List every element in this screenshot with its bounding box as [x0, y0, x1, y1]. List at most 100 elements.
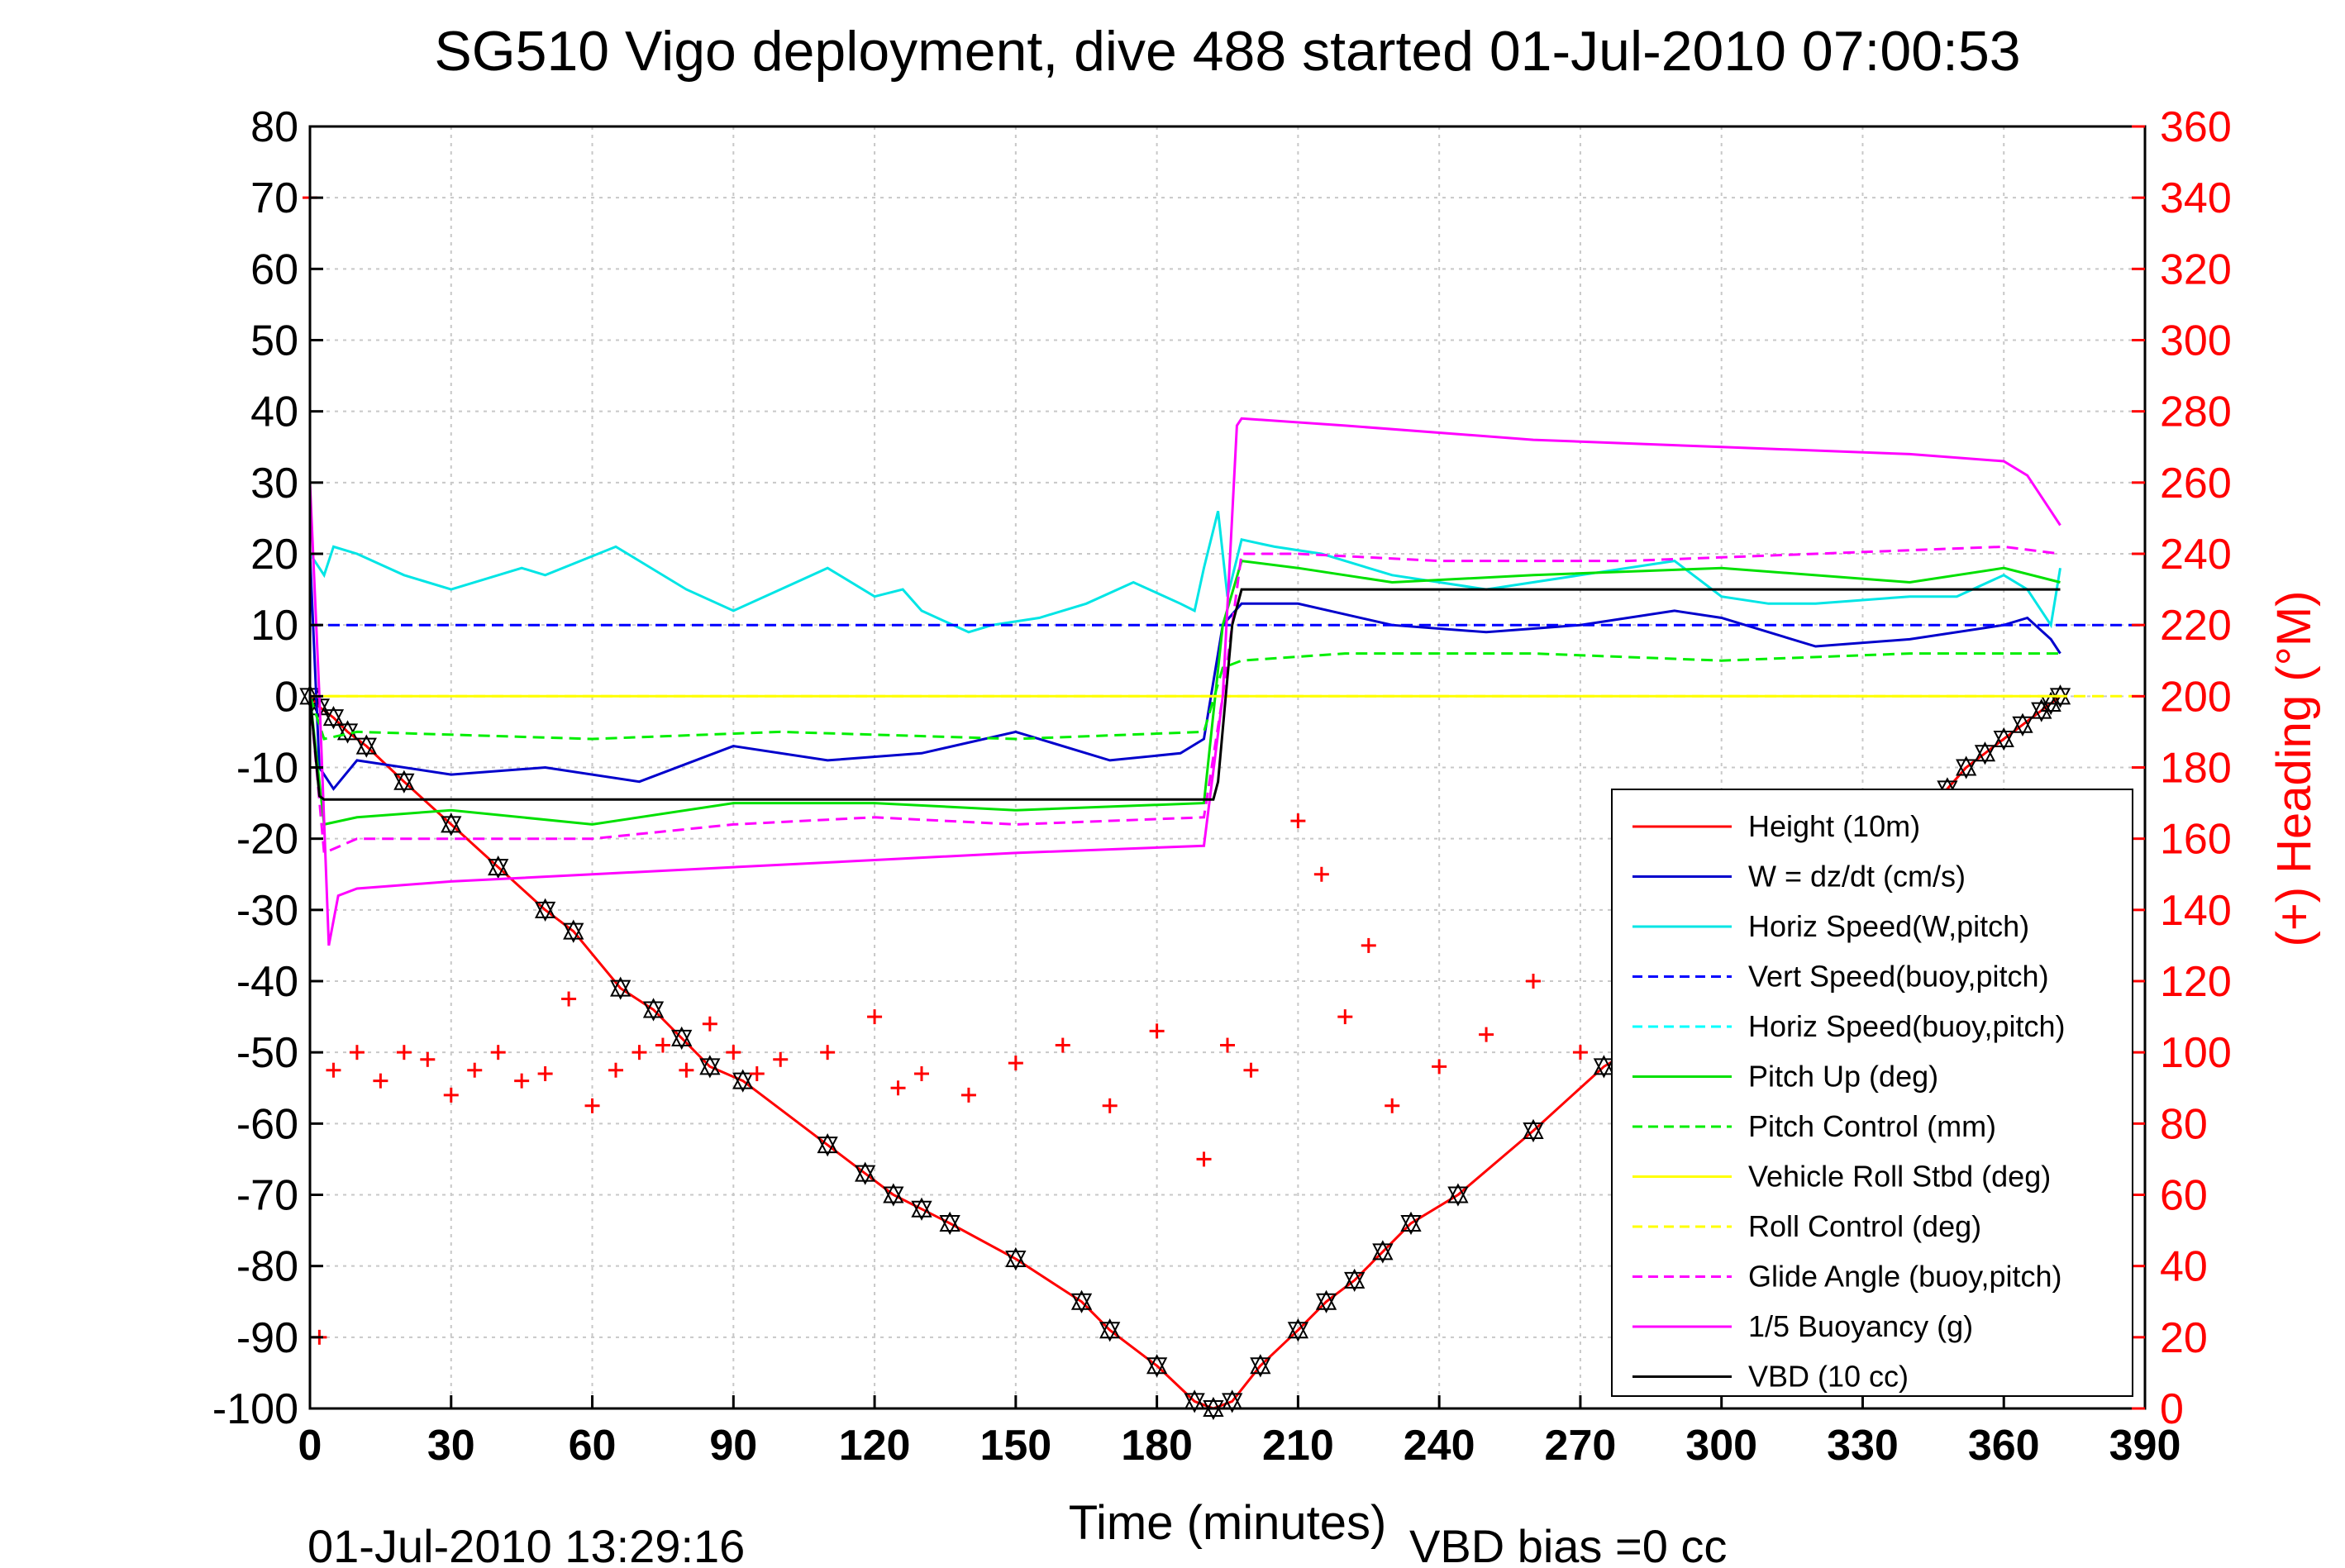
y2-tick-label: 240 [2160, 531, 2232, 579]
y-tick-label: 40 [250, 388, 298, 436]
height-10m-marker [488, 855, 509, 879]
heading-point [890, 1080, 906, 1096]
height-10m-marker [1993, 727, 2014, 751]
heading-point [655, 1037, 670, 1053]
x-axis-label: Time (minutes) [1069, 1496, 1387, 1550]
heading-point [914, 1066, 929, 1082]
x-tick-label: 300 [1685, 1422, 1757, 1470]
height-10m-marker [1146, 1354, 1168, 1378]
y-tick-label: 20 [250, 531, 298, 579]
y2-tick-label: 140 [2160, 887, 2232, 935]
height-10m-marker [855, 1161, 876, 1185]
height-10m-marker [671, 1026, 693, 1051]
heading-point [1479, 1027, 1494, 1042]
height-10m-marker [2031, 698, 2052, 722]
x-tick-label: 150 [979, 1422, 1051, 1470]
height-10m-marker [1005, 1246, 1027, 1271]
legend-entry-label: Pitch Control (mm) [1748, 1109, 1996, 1143]
heading-point [1432, 1059, 1447, 1075]
heading-point [867, 1009, 883, 1025]
x-tick-label: 330 [1827, 1422, 1899, 1470]
height-10m-marker [1974, 741, 1996, 765]
heading-point [467, 1062, 483, 1078]
y-tick-label: 60 [250, 245, 298, 293]
height-10m-marker [732, 1069, 754, 1093]
legend-box [1611, 789, 2133, 1397]
heading-point [1526, 974, 1541, 989]
x-tick-label: 30 [427, 1422, 475, 1470]
heading-point [1196, 1151, 1212, 1167]
y2-tick-label: 280 [2160, 388, 2232, 436]
y-tick-label: -60 [236, 1100, 298, 1148]
heading-point [373, 1073, 388, 1089]
y-tick-label: 70 [250, 174, 298, 222]
heading-point [1572, 1045, 1588, 1060]
heading-point [420, 1051, 436, 1067]
y-tick-label: 50 [250, 317, 298, 365]
chart-title: SG510 Vigo deployment, dive 488 started … [434, 20, 2020, 83]
y-tick-label: 80 [250, 103, 298, 151]
heading-point [608, 1062, 623, 1078]
heading-point [1361, 937, 1376, 953]
height-10m-marker [699, 1055, 721, 1079]
pitch-up-deg-line [308, 559, 2061, 827]
vbd-10-cc-line [308, 588, 2061, 801]
y2-tick-label: 80 [2160, 1100, 2208, 1148]
y2-tick-label: 180 [2160, 745, 2232, 793]
y-tick-label: -90 [236, 1314, 298, 1362]
heading-point [514, 1073, 530, 1089]
heading-point [726, 1045, 741, 1060]
height-10m-marker [1315, 1289, 1337, 1313]
y2-tick-label: 320 [2160, 245, 2232, 293]
height-10m-marker [1523, 1118, 1544, 1143]
legend-entry-label: VBD (10 cc) [1748, 1360, 1909, 1394]
height-10m-marker [441, 813, 462, 836]
legend-entry-label: Horiz Speed(W,pitch) [1748, 909, 2029, 943]
pitch-control-mm-line [308, 652, 2061, 741]
height-10m-marker [1287, 1318, 1309, 1342]
height-10m-marker [1956, 755, 1977, 779]
legend-entry-label: 1/5 Buoyancy (g) [1748, 1309, 1973, 1343]
x-tick-label: 270 [1545, 1422, 1617, 1470]
heading-point [820, 1045, 836, 1060]
heading-point [326, 1062, 341, 1078]
w-dz-dt-cm-s-line [308, 553, 2061, 791]
y-tick-label: -100 [212, 1385, 298, 1433]
legend-entry-label: Roll Control (deg) [1748, 1209, 1981, 1243]
y2-axis-label: (+) Heading (°M) [2267, 591, 2321, 947]
height-10m-marker [355, 734, 377, 758]
legend-entry-label: Vert Speed(buoy,pitch) [1748, 960, 2049, 994]
heading-point [443, 1087, 459, 1103]
y2-tick-label: 0 [2160, 1385, 2184, 1433]
height-10m-marker [1400, 1211, 1422, 1236]
y2-tick-label: 160 [2160, 816, 2232, 864]
tick-layer: -100-90-80-70-60-50-40-30-20-10010203040… [212, 103, 2232, 1470]
heading-point [1102, 1098, 1118, 1113]
x-tick-label: 360 [1968, 1422, 2040, 1470]
x-tick-label: 210 [1262, 1422, 1334, 1470]
height-10m-marker [322, 706, 345, 730]
x-tick-label: 90 [709, 1422, 757, 1470]
heading-point [960, 1087, 976, 1103]
height-10m-marker [2012, 713, 2033, 736]
glide-angle-buoy-pitch-line [308, 545, 2061, 855]
x-tick-label: 240 [1404, 1422, 1475, 1470]
y2-tick-label: 260 [2160, 460, 2232, 508]
footer-vbd-bias: VBD bias =0 cc [1409, 1520, 1727, 1564]
y2-tick-label: 220 [2160, 602, 2232, 650]
height-10m-marker [939, 1211, 960, 1236]
y2-tick-label: 360 [2160, 103, 2232, 151]
legend: Height (10m) W = dz/dt (cm/s) Horiz Speed(… [1611, 789, 2133, 1397]
height-10m-marker [1070, 1289, 1093, 1313]
legend-entry-label: Pitch Up (deg) [1748, 1060, 1938, 1094]
heading-point [1220, 1037, 1235, 1053]
y2-tick-label: 40 [2160, 1243, 2208, 1291]
height-10m-marker [1447, 1183, 1469, 1207]
heading-point [537, 1066, 553, 1082]
y-tick-label: -10 [236, 745, 298, 793]
y-tick-label: -30 [236, 887, 298, 935]
horiz-speed-w-pitch-line [308, 510, 2061, 634]
y2-tick-label: 60 [2160, 1172, 2208, 1220]
y2-tick-label: 120 [2160, 958, 2232, 1006]
